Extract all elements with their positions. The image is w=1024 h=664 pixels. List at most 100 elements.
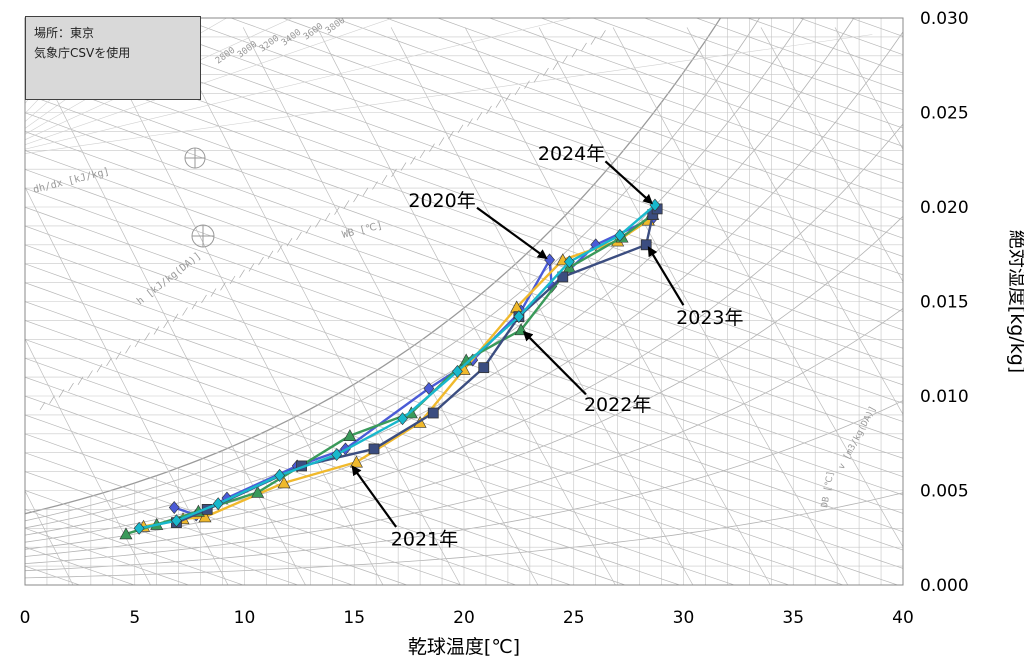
enthalpy-line [25,93,903,404]
scale-tick [590,36,597,45]
scale-tick [381,175,388,184]
annotation: 2021年 [351,465,458,550]
enthalpy-line [25,527,190,585]
data-point [640,239,652,251]
dhdx-label: dh/dx [kJ/kg] [32,166,111,196]
scale-tick [296,231,302,241]
scale-tick [448,130,454,140]
annotation-arrow [351,465,398,528]
data-point [397,412,408,426]
scale-tick [543,67,549,77]
annotation-arrow [604,160,654,205]
scale-tick [410,156,416,165]
enthalpy-line [281,18,903,239]
enthalpy-line [25,376,627,585]
annotation-arrow [647,246,685,306]
data-point [349,455,363,468]
x-axis-title: 乾球温度[℃] [408,636,520,658]
annotation-label: 2022年 [584,394,651,416]
rh-curve [25,18,761,522]
scale-tick [49,395,55,404]
scale-tick [391,168,397,178]
scale-tick [182,307,188,316]
scale-tick [77,376,84,385]
x-tick-label: 40 [892,608,914,628]
enthalpy-line [178,18,903,276]
scale-tick [87,370,93,379]
enthalpy-line [25,471,354,585]
scale-tick [258,256,264,266]
scale-tick [419,149,426,159]
data-point [513,310,525,324]
enthalpy-line [25,187,903,496]
scale-tick [571,49,578,58]
scale-tick [210,288,217,297]
scale-tick [400,162,407,171]
x-tick-label: 25 [563,608,585,628]
data-point [614,228,626,242]
annotation: 2024年 [538,143,654,205]
x-tick-label: 30 [673,608,695,628]
enthalpy-line [488,18,903,166]
enthalpy-line [25,320,790,585]
scale-tick [505,93,511,102]
enthalpy-line [25,339,736,585]
scale-tick [115,351,122,360]
data-point [563,255,575,269]
specific-volume-line [316,27,616,585]
enthalpy-line [25,414,517,585]
scale-tick [96,364,103,373]
annotation: 2022年 [522,330,651,416]
data-point [452,364,463,378]
data-point [478,362,490,374]
y-tick-label: 0.025 [920,104,969,124]
specific-volume-line [538,27,849,585]
scale-tick [334,206,340,215]
enthalpy-line [695,18,903,92]
data-point [427,407,439,419]
data-point [277,476,291,489]
scale-tick [524,80,530,89]
scale-tick [467,118,473,127]
enthalpy-line [230,18,903,257]
scale-tick [324,212,331,222]
scale-tick [58,389,65,398]
specific-volume-line [464,27,771,585]
scale-tick [163,319,169,329]
scale-tick [248,263,255,272]
enthalpy-line [126,18,903,294]
y-tick-label: 0.030 [920,9,969,29]
scale-tick [239,269,245,278]
scale-tick [305,225,312,234]
x-tick-label: 20 [453,608,475,628]
enthalpy-line [25,301,845,585]
enthalpy-line [436,18,903,184]
ratio-scale-label: 3000 [236,40,259,61]
annotation-label: 2024年 [538,143,605,165]
plot-frame [24,17,904,586]
scale-tick [495,99,502,108]
scale-tick [39,401,46,411]
scale-tick [134,338,141,348]
data-point [119,527,133,540]
enthalpy-scale [39,30,606,411]
scale-tick [286,238,293,247]
ratio-scale-label: 2800 [214,46,237,67]
scale-tick [372,181,378,190]
specific-volume-line [834,27,903,150]
specific-volume-line [760,27,903,283]
scale-tick [229,275,236,285]
scale-tick [514,86,521,96]
y-tick-label: 0.010 [920,387,969,407]
data-point [557,271,569,283]
scale-tick [277,244,283,253]
axis-layer: 0 5 10 15 20 25 30 35 40 0.000 0.005 0.010 0.015 0.02… [20,9,1024,658]
enthalpy-line [25,490,299,585]
ratio-scale-label: 3400 [280,28,303,49]
enthalpy-line [25,357,681,585]
enthalpy-line [385,18,903,202]
enthalpy-line [333,18,903,221]
scale-tick [267,250,274,259]
